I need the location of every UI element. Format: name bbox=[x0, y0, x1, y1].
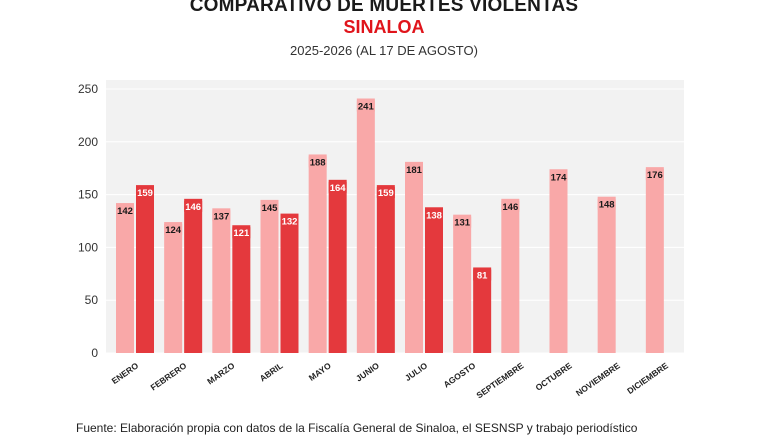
x-tick-label: AGOSTO bbox=[442, 360, 478, 389]
data-label-bg bbox=[356, 100, 375, 112]
data-label-bg bbox=[232, 227, 251, 239]
x-tick-label: JULIO bbox=[403, 360, 430, 383]
data-label-bg bbox=[645, 169, 664, 181]
data-label: 138 bbox=[426, 210, 442, 221]
data-label-bg bbox=[116, 205, 134, 217]
data-label: 181 bbox=[406, 165, 423, 176]
chart-title: COMPARATIVO DE MUERTES VIOLENTAS bbox=[189, 0, 579, 16]
data-label-bg bbox=[308, 156, 327, 168]
bar bbox=[136, 185, 154, 353]
y-tick-label: 0 bbox=[91, 346, 98, 360]
bar bbox=[308, 154, 327, 353]
y-tick-label: 100 bbox=[78, 240, 98, 254]
bar bbox=[232, 225, 251, 353]
data-label: 131 bbox=[454, 218, 471, 229]
bar bbox=[453, 214, 472, 353]
data-label-bg bbox=[425, 209, 443, 221]
data-label-bg bbox=[376, 187, 395, 199]
data-label: 137 bbox=[213, 211, 229, 222]
x-tick-label: MAYO bbox=[307, 360, 333, 383]
bar bbox=[260, 199, 279, 353]
data-label: 81 bbox=[477, 270, 488, 281]
x-tick-label: FEBRERO bbox=[149, 360, 189, 392]
data-label-bg bbox=[453, 216, 472, 228]
y-tick-label: 50 bbox=[85, 293, 99, 307]
chart-period: 2025-2026 (AL 17 DE AGOSTO) bbox=[290, 43, 478, 58]
data-label: 159 bbox=[378, 188, 394, 199]
y-tick-label: 250 bbox=[78, 82, 98, 96]
x-tick-label: ENERO bbox=[110, 360, 141, 386]
bar bbox=[376, 185, 395, 353]
data-label: 148 bbox=[599, 200, 615, 211]
x-tick-label: MARZO bbox=[205, 360, 237, 386]
data-label: 176 bbox=[647, 170, 663, 181]
source-note: Fuente: Elaboración propia con datos de … bbox=[76, 421, 638, 435]
bar bbox=[597, 196, 616, 353]
bar bbox=[645, 167, 664, 353]
data-label-bg bbox=[280, 215, 299, 227]
data-label-bg bbox=[212, 210, 231, 222]
bar bbox=[405, 161, 423, 353]
bar bbox=[184, 198, 203, 353]
data-label-bg bbox=[164, 224, 183, 236]
data-label: 142 bbox=[117, 206, 133, 217]
bar bbox=[280, 213, 299, 353]
bar bbox=[425, 207, 443, 353]
data-label: 241 bbox=[358, 102, 375, 113]
data-label: 159 bbox=[137, 188, 153, 199]
chart-subtitle: SINALOA bbox=[343, 17, 425, 37]
data-label: 121 bbox=[233, 228, 250, 239]
x-tick-label: ABRIL bbox=[258, 360, 285, 383]
data-label: 188 bbox=[310, 157, 326, 168]
data-label-bg bbox=[184, 200, 203, 212]
x-tick-label: OCTUBRE bbox=[533, 360, 573, 392]
data-label-bg bbox=[549, 171, 568, 183]
data-label-bg bbox=[405, 163, 423, 175]
data-label: 132 bbox=[282, 217, 298, 228]
bar bbox=[549, 169, 568, 353]
bar bbox=[356, 98, 375, 353]
data-label: 146 bbox=[502, 202, 518, 213]
data-label-bg bbox=[136, 187, 154, 199]
bar bbox=[116, 203, 134, 353]
data-label-bg bbox=[597, 198, 616, 210]
data-label-bg bbox=[260, 201, 279, 213]
bar bbox=[164, 222, 183, 353]
plot-area bbox=[106, 80, 684, 353]
data-label: 124 bbox=[165, 225, 182, 236]
data-label-bg bbox=[501, 200, 520, 212]
y-tick-label: 150 bbox=[78, 188, 98, 202]
data-label-bg bbox=[328, 181, 347, 193]
data-label: 164 bbox=[330, 183, 347, 194]
bar bbox=[501, 198, 520, 353]
x-tick-label: JUNIO bbox=[354, 360, 381, 383]
data-label: 174 bbox=[551, 172, 568, 183]
x-tick-label: NOVIEMBRE bbox=[574, 360, 622, 398]
bar bbox=[212, 208, 231, 353]
bar bbox=[328, 179, 347, 353]
y-tick-label: 200 bbox=[78, 135, 98, 149]
x-tick-label: SEPTIEMBRE bbox=[474, 360, 525, 400]
data-label: 145 bbox=[262, 203, 279, 214]
data-label: 146 bbox=[185, 202, 201, 213]
data-label-bg bbox=[473, 269, 492, 281]
x-tick-label: DICIEMBRE bbox=[625, 360, 670, 396]
bar bbox=[473, 267, 492, 353]
